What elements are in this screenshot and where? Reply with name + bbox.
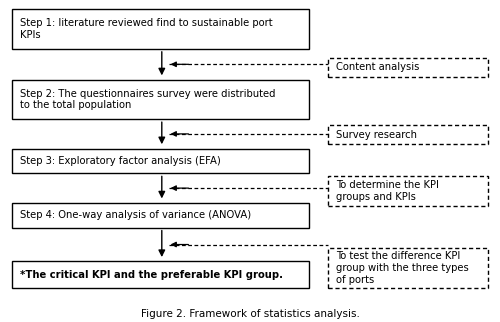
Text: To determine the KPI
groups and KPIs: To determine the KPI groups and KPIs xyxy=(336,180,438,202)
Text: Step 2: The questionnaires survey were distributed
to the total population: Step 2: The questionnaires survey were d… xyxy=(20,89,275,110)
Text: Step 4: One-way analysis of variance (ANOVA): Step 4: One-way analysis of variance (AN… xyxy=(20,210,251,220)
Text: To test the difference KPI
group with the three types
of ports: To test the difference KPI group with th… xyxy=(336,251,468,285)
Text: Step 3: Exploratory factor analysis (EFA): Step 3: Exploratory factor analysis (EFA… xyxy=(20,156,220,166)
Bar xyxy=(12,203,309,228)
Text: Figure 2. Framework of statistics analysis.: Figure 2. Framework of statistics analys… xyxy=(140,309,360,319)
Bar xyxy=(12,261,309,288)
Text: Survey research: Survey research xyxy=(336,130,417,140)
Bar xyxy=(328,176,488,206)
Bar xyxy=(328,58,488,77)
Text: Content analysis: Content analysis xyxy=(336,62,419,72)
Text: *The critical KPI and the preferable KPI group.: *The critical KPI and the preferable KPI… xyxy=(20,270,282,279)
Bar xyxy=(328,248,488,288)
Bar xyxy=(12,148,309,174)
Bar xyxy=(12,9,309,49)
Bar xyxy=(12,80,309,119)
Bar xyxy=(328,125,488,144)
Text: Step 1: literature reviewed find to sustainable port
KPIs: Step 1: literature reviewed find to sust… xyxy=(20,18,272,40)
